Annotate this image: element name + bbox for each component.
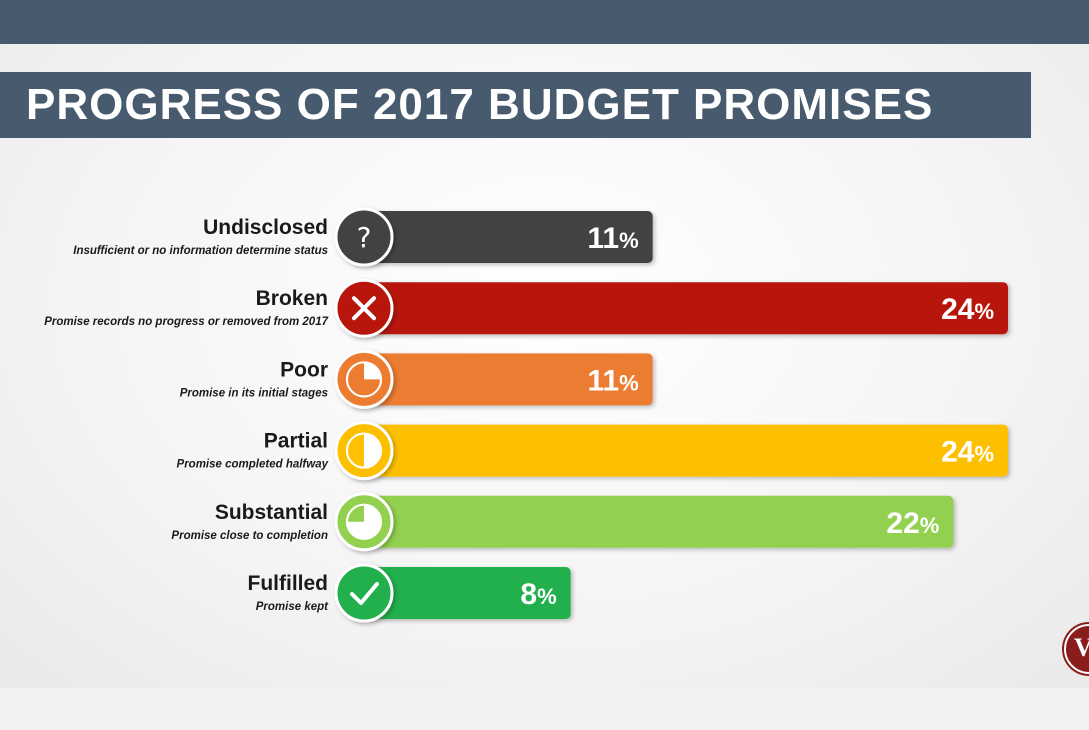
- value-label: 22%: [886, 507, 939, 540]
- category-label: Poor: [280, 358, 328, 381]
- bar-row-partial: 24% Partial Promise completed halfway: [177, 421, 1008, 481]
- category-description: Promise kept: [256, 601, 329, 613]
- chart-title: PROGRESS OF 2017 BUDGET PROMISES: [26, 80, 934, 129]
- bar-row-poor: 11% Poor Promise in its initial stages: [180, 349, 653, 409]
- bar: [352, 567, 571, 619]
- category-description: Promise close to completion: [171, 530, 328, 542]
- category-label: Fulfilled: [248, 572, 329, 595]
- category-label: Partial: [264, 430, 328, 453]
- value-label: 24%: [941, 436, 994, 469]
- pie-outline: [346, 361, 382, 398]
- category-description: Promise completed halfway: [177, 459, 329, 471]
- top-bar: [0, 0, 1089, 44]
- bar-row-substantial: 22% Substantial Promise close to completio…: [171, 492, 954, 552]
- category-label: Broken: [256, 287, 328, 310]
- logo-mark: V: [1074, 633, 1089, 662]
- bar-row-undisclosed: 11%? Undisclosed Insufficient or no inform…: [73, 207, 653, 267]
- bar: [352, 424, 1008, 477]
- question-icon: [334, 207, 394, 267]
- value-label: 11%: [587, 364, 638, 397]
- title-band: PROGRESS OF 2017 BUDGET PROMISES: [0, 72, 1031, 138]
- check-glyph: [350, 582, 379, 605]
- check-icon: [334, 563, 394, 623]
- bar: [352, 495, 954, 548]
- bar: [352, 353, 653, 406]
- pie-segment: [347, 433, 364, 468]
- pie-outline: [346, 432, 382, 469]
- pie-outline: [346, 503, 382, 540]
- bottom-band: [0, 688, 1089, 730]
- question-glyph: ?: [357, 221, 372, 254]
- value-label: 11%: [587, 222, 638, 255]
- bar: [352, 282, 1008, 335]
- bar: [352, 211, 653, 263]
- bar-row-broken: 24% Broken Promise records no progress or …: [44, 278, 1008, 338]
- value-label: 24%: [941, 293, 994, 326]
- category-label: Substantial: [215, 501, 328, 524]
- bar-row-fulfilled: 8% Fulfilled Promise kept: [248, 563, 571, 623]
- category-description: Promise records no progress or removed f…: [44, 316, 328, 328]
- category-description: Promise in its initial stages: [180, 387, 328, 399]
- value-label: 8%: [520, 578, 556, 611]
- pie-segment: [347, 504, 364, 522]
- pie-segment: [347, 362, 381, 397]
- category-label: Undisclosed: [203, 216, 328, 239]
- cross-glyph: [352, 296, 376, 321]
- category-description: Insufficient or no information determine…: [73, 245, 328, 257]
